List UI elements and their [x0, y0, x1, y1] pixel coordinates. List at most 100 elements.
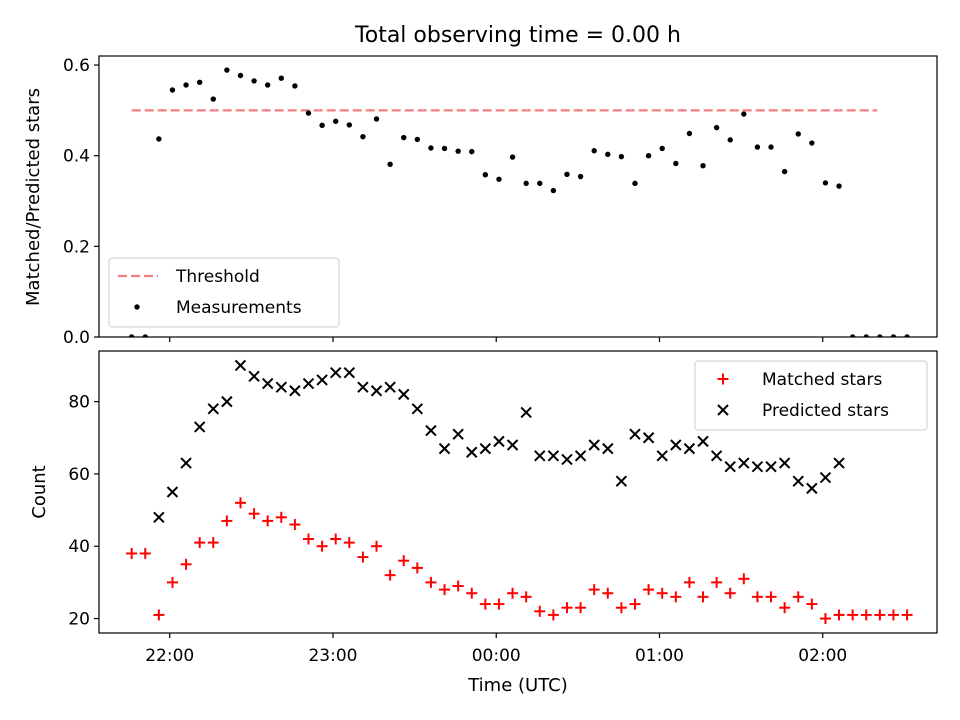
predicted-stars-point	[438, 442, 451, 455]
predicted-stars-point	[343, 366, 356, 379]
measurements-point	[401, 134, 407, 141]
measurements-point	[183, 82, 189, 88]
matched-stars-point	[643, 584, 655, 596]
predicted-stars-point	[833, 457, 845, 469]
measurements-point	[863, 334, 869, 337]
matched-stars-point	[602, 587, 614, 599]
measurements-point	[292, 83, 298, 89]
matched-stars-point	[520, 591, 532, 603]
measurements-point	[741, 111, 747, 117]
matched-stars-point	[357, 551, 369, 563]
measurements-point	[700, 162, 706, 169]
y-tick-label: 0.6	[63, 56, 90, 76]
measurements-point	[142, 334, 148, 337]
matched-stars-point	[139, 547, 151, 559]
predicted-stars-point	[561, 453, 573, 466]
matched-stars-point	[479, 598, 491, 610]
measurements-point	[523, 180, 529, 187]
measurements-point	[836, 183, 842, 189]
measurements-point	[319, 122, 325, 129]
measurements-point	[373, 116, 380, 122]
matched-stars-point	[371, 540, 383, 552]
matched-stars-point	[575, 602, 587, 614]
matched-stars-point	[765, 591, 777, 603]
matched-stars-point	[180, 558, 192, 570]
y-tick-label: 60	[68, 465, 90, 485]
top-panel-ratio: 0.0 0.2 0.4 0.6 Threshold Measurements	[63, 55, 938, 348]
measurements-point	[346, 122, 353, 128]
matched-stars-point	[221, 515, 233, 527]
y-tick-label: 40	[68, 537, 90, 557]
predicted-stars-point	[180, 457, 192, 469]
measurements-point	[537, 180, 543, 187]
matched-stars-point	[874, 609, 886, 621]
matched-stars-point	[275, 511, 287, 523]
matched-stars-point	[439, 584, 451, 596]
predicted-stars-point	[683, 442, 696, 455]
measurements-point	[210, 96, 216, 102]
predicted-stars-point	[248, 370, 260, 383]
measurements-point	[441, 145, 448, 152]
matched-stars-point	[398, 555, 410, 567]
top-y-axis-label: Matched/Predicted stars	[23, 88, 44, 306]
predicted-stars-point	[506, 439, 519, 451]
predicted-stars-point	[710, 450, 723, 462]
measurements-point	[414, 136, 421, 143]
predicted-stars-point	[166, 486, 179, 498]
measurements-point	[305, 110, 312, 116]
matched-stars-point	[234, 497, 246, 509]
matched-stars-point	[561, 602, 573, 614]
predicted-stars-point	[642, 432, 655, 444]
matched-stars-point	[534, 605, 546, 617]
matched-stars-point	[316, 540, 328, 552]
matched-stars-point	[819, 613, 831, 625]
measurements-point	[428, 145, 434, 151]
matched-stars-point	[166, 576, 178, 588]
predicted-stars-point	[724, 460, 736, 473]
x-tick-label: 00:00	[472, 646, 521, 666]
matched-stars-point	[847, 609, 859, 621]
predicted-stars-point	[261, 377, 274, 390]
matched-stars-point	[303, 533, 314, 545]
matched-stars-point	[262, 515, 274, 527]
measurements-point	[455, 148, 461, 154]
measurements-point	[686, 130, 693, 137]
matched-stars-point	[615, 602, 627, 614]
x-tick-label: 02:00	[798, 646, 847, 666]
measurements-point	[768, 144, 774, 150]
matched-stars-point	[711, 576, 723, 588]
matched-stars-point	[384, 569, 396, 581]
measurements-point	[591, 148, 597, 154]
predicted-stars-point	[806, 482, 818, 495]
predicted-stars-point	[289, 385, 301, 397]
predicted-stars-point	[697, 435, 709, 448]
matched-stars-point	[248, 508, 260, 520]
measurements-point	[659, 145, 665, 152]
measurements-point	[605, 151, 611, 158]
measurements-point	[237, 72, 244, 79]
measurements-point	[224, 67, 230, 73]
measurements-point	[278, 75, 284, 81]
measurements-point	[387, 161, 393, 168]
measurements-point	[333, 118, 339, 124]
matched-stars-point	[901, 609, 913, 621]
predicted-stars-point	[574, 450, 587, 462]
predicted-stars-point	[534, 450, 546, 462]
predicted-stars-point	[656, 450, 668, 462]
measurements-point	[849, 334, 856, 337]
bottom-y-axis-label: Count	[29, 465, 50, 518]
predicted-stars-point	[629, 428, 641, 440]
matched-stars-point	[697, 591, 709, 603]
predicted-stars-point	[452, 428, 464, 440]
y-tick-label: 0.2	[63, 237, 90, 257]
measurements-point	[360, 133, 366, 140]
matched-stars-point	[751, 591, 763, 603]
predicted-stars-point	[370, 385, 383, 397]
predicted-stars-point	[316, 374, 328, 386]
measurements-point	[809, 140, 815, 146]
predicted-stars-point	[520, 406, 532, 419]
bottom-panel-counts: 22:00 23:00 00:00 01:00 02:00 20 40 60 80 Matched…	[68, 350, 938, 666]
matched-stars-point	[493, 598, 505, 610]
matched-stars-point	[289, 519, 301, 531]
matched-stars-point	[887, 609, 899, 621]
